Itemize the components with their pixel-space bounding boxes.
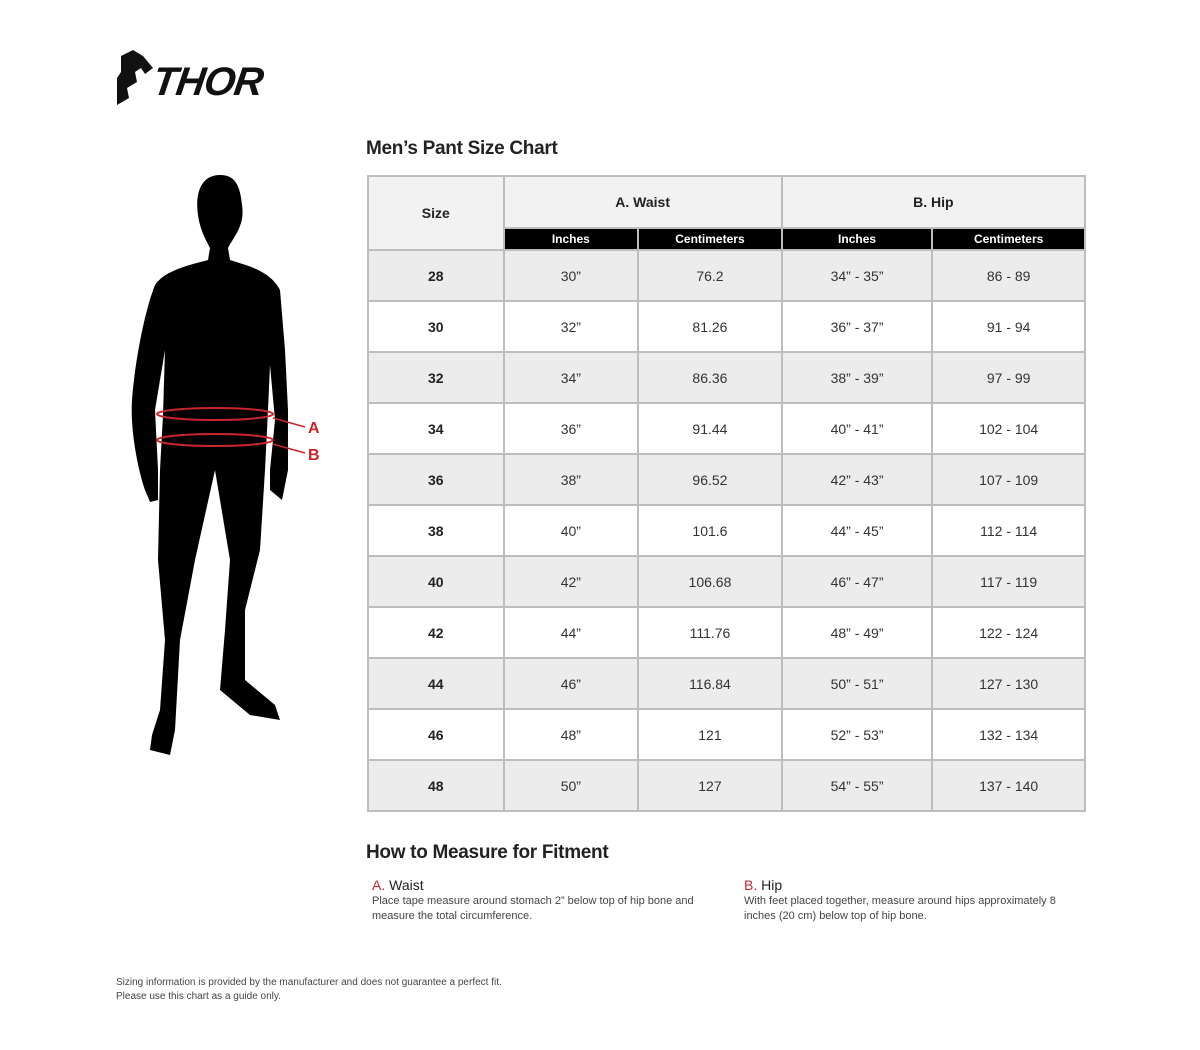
hip-name: Hip xyxy=(761,877,783,893)
body-silhouette: A B xyxy=(131,175,320,755)
logo-text: THOR xyxy=(149,60,266,104)
disclaimer-line-1: Sizing information is provided by the ma… xyxy=(116,977,502,988)
waist-inches-cell: 36” xyxy=(502,402,640,455)
waist-line xyxy=(156,407,274,421)
waist-cm-cell: 86.36 xyxy=(637,351,783,404)
waist-inches-cell: 34” xyxy=(502,351,640,404)
hip-inches-cell: 46” - 47” xyxy=(780,555,934,608)
size-cell: 32 xyxy=(367,351,505,404)
waist-cm-cell: 116.84 xyxy=(637,657,783,710)
measure-title: How to Measure for Fitment xyxy=(366,842,609,863)
waist-cm-cell: 81.26 xyxy=(637,300,783,353)
waist-inches-cell: 42” xyxy=(502,555,640,608)
waist-inches-cell: 46” xyxy=(502,657,640,710)
waist-inches-cell: 38” xyxy=(502,453,640,506)
hip-inches-cell: 54” - 55” xyxy=(780,759,934,812)
waist-inches-cell: 40” xyxy=(502,504,640,557)
waist-cm-cell: 101.6 xyxy=(637,504,783,557)
hip-cm-cell: 127 - 130 xyxy=(931,657,1086,710)
size-table: Size A. Waist B. Hip Inches Centimeters … xyxy=(367,175,1087,812)
hip-letter: B. xyxy=(744,877,758,893)
label-a: A xyxy=(308,420,320,437)
silhouette-shape xyxy=(131,175,288,755)
hip-text: With feet placed together, measure aroun… xyxy=(744,895,1056,922)
table-row: 46 48” 121 52” - 53” 132 - 134 xyxy=(367,708,1086,761)
size-cell: 38 xyxy=(367,504,505,557)
table-row: 40 42” 106.68 46” - 47” 117 - 119 xyxy=(367,555,1086,608)
size-cell: 30 xyxy=(367,300,505,353)
waist-cm-cell: 121 xyxy=(637,708,783,761)
hip-inches-cell: 52” - 53” xyxy=(780,708,934,761)
table-row: 38 40” 101.6 44” - 45” 112 - 114 xyxy=(367,504,1086,557)
hip-inches-cell: 40” - 41” xyxy=(780,402,934,455)
size-cell: 42 xyxy=(367,606,505,659)
hip-cm-cell: 117 - 119 xyxy=(931,555,1086,608)
hip-inches-cell: 38” - 39” xyxy=(780,351,934,404)
hip-cm-cell: 86 - 89 xyxy=(931,249,1086,302)
hip-cm-cell: 112 - 114 xyxy=(931,504,1086,557)
waist-inches-header: Inches xyxy=(502,228,640,250)
hip-header: B. Hip xyxy=(780,175,1087,229)
table-row: 44 46” 116.84 50” - 51” 127 - 130 xyxy=(367,657,1086,710)
waist-cm-cell: 76.2 xyxy=(637,249,783,302)
hip-line xyxy=(156,433,274,447)
waist-cm-header: Centimeters xyxy=(637,228,783,250)
table-row: 34 36” 91.44 40” - 41” 102 - 104 xyxy=(367,402,1086,455)
size-cell: 34 xyxy=(367,402,505,455)
waist-inches-cell: 44” xyxy=(502,606,640,659)
size-cell: 44 xyxy=(367,657,505,710)
thor-logo: THOR xyxy=(115,48,290,108)
waist-cm-cell: 91.44 xyxy=(637,402,783,455)
size-cell: 46 xyxy=(367,708,505,761)
waist-inches-cell: 30” xyxy=(502,249,640,302)
hip-cm-cell: 132 - 134 xyxy=(931,708,1086,761)
waist-instructions: A. Waist Place tape measure around stoma… xyxy=(372,878,712,924)
table-row: 36 38” 96.52 42” - 43” 107 - 109 xyxy=(367,453,1086,506)
size-cell: 28 xyxy=(367,249,505,302)
table-row: 48 50” 127 54” - 55” 137 - 140 xyxy=(367,759,1086,812)
hip-cm-header: Centimeters xyxy=(931,228,1086,250)
hip-cm-cell: 137 - 140 xyxy=(931,759,1086,812)
table-row: 42 44” 111.76 48” - 49” 122 - 124 xyxy=(367,606,1086,659)
size-cell: 48 xyxy=(367,759,505,812)
waist-letter: A. xyxy=(372,877,386,893)
waist-cm-cell: 127 xyxy=(637,759,783,812)
disclaimer-line-2: Please use this chart as a guide only. xyxy=(116,991,281,1002)
hip-cm-cell: 97 - 99 xyxy=(931,351,1086,404)
waist-inches-cell: 50” xyxy=(502,759,640,812)
hip-inches-cell: 50” - 51” xyxy=(780,657,934,710)
waist-inches-cell: 48” xyxy=(502,708,640,761)
label-b: B xyxy=(308,447,320,464)
hip-cm-cell: 91 - 94 xyxy=(931,300,1086,353)
hip-inches-cell: 42” - 43” xyxy=(780,453,934,506)
hip-inches-cell: 34” - 35” xyxy=(780,249,934,302)
waist-name: Waist xyxy=(389,877,424,893)
waist-cm-cell: 106.68 xyxy=(637,555,783,608)
size-header: Size xyxy=(367,175,505,251)
waist-inches-cell: 32” xyxy=(502,300,640,353)
table-row: 32 34” 86.36 38” - 39” 97 - 99 xyxy=(367,351,1086,404)
hip-inches-cell: 48” - 49” xyxy=(780,606,934,659)
waist-text: Place tape measure around stomach 2” bel… xyxy=(372,895,694,922)
hip-cm-cell: 102 - 104 xyxy=(931,402,1086,455)
size-cell: 36 xyxy=(367,453,505,506)
table-row: 28 30” 76.2 34” - 35” 86 - 89 xyxy=(367,249,1086,302)
hip-inches-header: Inches xyxy=(780,228,934,250)
disclaimer: Sizing information is provided by the ma… xyxy=(116,976,502,1004)
hip-inches-cell: 36” - 37” xyxy=(780,300,934,353)
waist-cm-cell: 111.76 xyxy=(637,606,783,659)
waist-header: A. Waist xyxy=(502,175,783,229)
hip-inches-cell: 44” - 45” xyxy=(780,504,934,557)
table-row: 30 32” 81.26 36” - 37” 91 - 94 xyxy=(367,300,1086,353)
waist-cm-cell: 96.52 xyxy=(637,453,783,506)
size-cell: 40 xyxy=(367,555,505,608)
hip-instructions: B. Hip With feet placed together, measur… xyxy=(744,878,1084,924)
thor-helmet-icon xyxy=(117,50,153,105)
hip-cm-cell: 122 - 124 xyxy=(931,606,1086,659)
chart-title: Men’s Pant Size Chart xyxy=(366,138,558,159)
hip-cm-cell: 107 - 109 xyxy=(931,453,1086,506)
